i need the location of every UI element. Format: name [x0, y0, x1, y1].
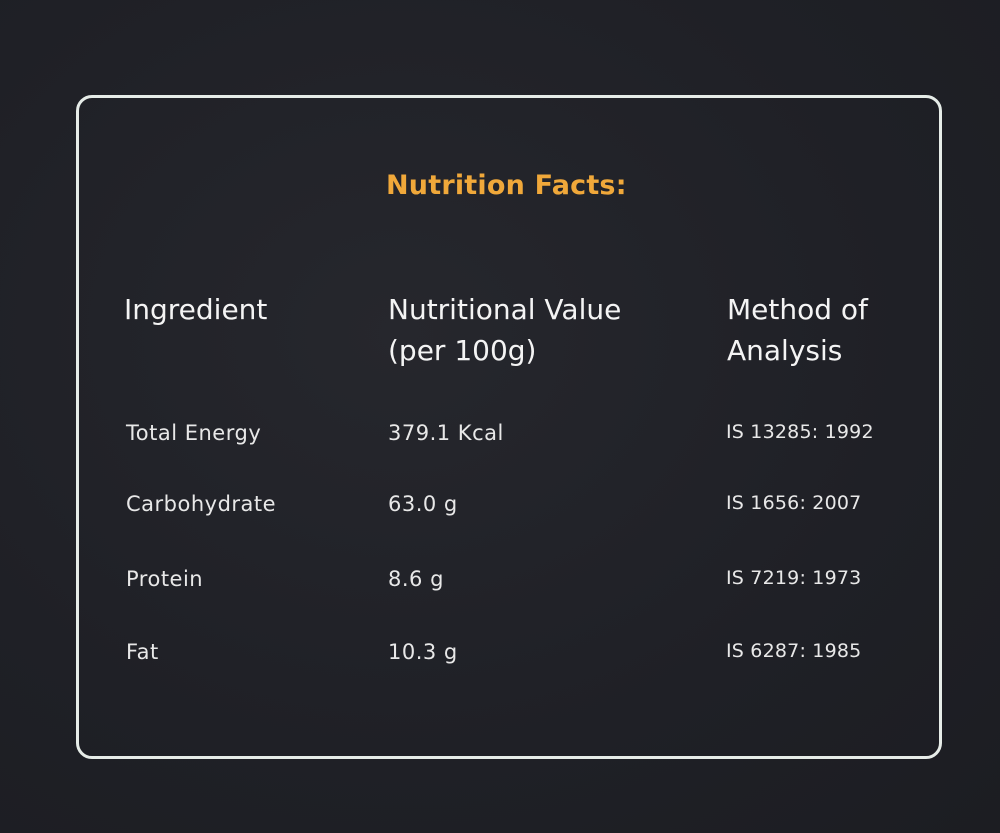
header-value-line1: Nutritional Value: [388, 293, 622, 326]
header-nutritional-value: Nutritional Value (per 100g): [388, 289, 621, 371]
row-protein-method: IS 7219: 1973: [726, 567, 862, 589]
header-ingredient: Ingredient: [124, 289, 267, 330]
row-protein-value: 8.6 g: [388, 567, 444, 591]
row-fat-ingredient: Fat: [126, 640, 159, 664]
row-fat-value: 10.3 g: [388, 640, 458, 664]
row-total-energy-value: 379.1 Kcal: [388, 421, 504, 445]
nutrition-panel: [76, 95, 942, 759]
header-ingredient-label: Ingredient: [124, 293, 268, 326]
row-carbohydrate-method: IS 1656: 2007: [726, 492, 862, 514]
header-method-line1: Method of: [727, 293, 868, 326]
header-value-line2: (per 100g): [388, 334, 537, 367]
header-method: Method of Analysis: [727, 289, 868, 371]
page-title: Nutrition Facts:: [386, 170, 627, 201]
row-total-energy-ingredient: Total Energy: [126, 421, 262, 445]
row-carbohydrate-value: 63.0 g: [388, 492, 458, 516]
row-total-energy-method: IS 13285: 1992: [726, 421, 874, 443]
row-carbohydrate-ingredient: Carbohydrate: [126, 492, 277, 516]
row-fat-method: IS 6287: 1985: [726, 640, 862, 662]
row-protein-ingredient: Protein: [126, 567, 204, 591]
header-method-line2: Analysis: [727, 334, 843, 367]
